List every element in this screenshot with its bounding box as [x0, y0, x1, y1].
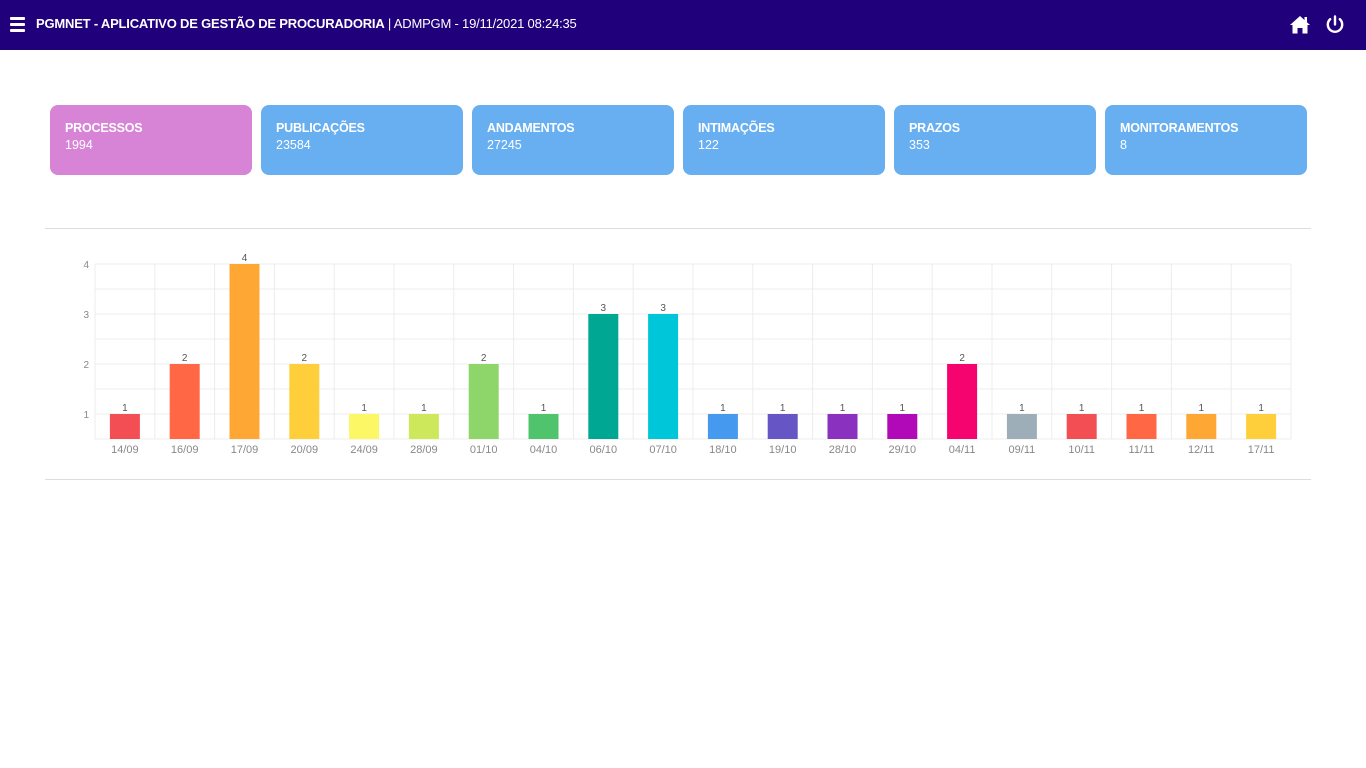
bar: [408, 414, 439, 439]
data-label: 1: [840, 403, 846, 414]
divider-bottom: [45, 479, 1311, 480]
data-label: 1: [720, 403, 726, 414]
card-processos[interactable]: PROCESSOS 1994: [50, 105, 252, 175]
data-label: 4: [242, 253, 248, 264]
x-tick-label: 12/11: [1188, 444, 1215, 456]
x-tick-label: 09/11: [1009, 444, 1036, 456]
card-value: 1994: [65, 138, 93, 152]
x-tick-label: 16/09: [171, 444, 199, 456]
power-icon[interactable]: [1324, 14, 1346, 36]
card-value: 122: [698, 138, 719, 152]
y-tick-label: 3: [83, 310, 89, 321]
x-tick-label: 11/11: [1129, 444, 1155, 456]
data-label: 1: [780, 403, 786, 414]
x-tick-label: 07/10: [649, 444, 677, 456]
x-tick-label: 06/10: [590, 444, 618, 456]
x-tick-label: 14/09: [111, 444, 139, 456]
data-label: 3: [601, 303, 607, 314]
data-label: 1: [1139, 403, 1145, 414]
hamburger-menu-icon[interactable]: [10, 17, 25, 32]
y-tick-label: 1: [83, 410, 89, 421]
bar: [767, 414, 798, 439]
bar: [707, 414, 738, 439]
data-label: 1: [421, 403, 427, 414]
card-monitoramentos[interactable]: MONITORAMENTOS 8: [1105, 105, 1307, 175]
bar: [1246, 414, 1277, 439]
data-label: 2: [182, 353, 188, 364]
bar: [169, 364, 200, 439]
card-label: PRAZOS: [909, 121, 960, 135]
x-tick-label: 01/10: [470, 444, 498, 456]
data-label: 1: [541, 403, 547, 414]
card-value: 8: [1120, 138, 1127, 152]
x-tick-label: 28/10: [829, 444, 857, 456]
bar: [468, 364, 499, 439]
bar: [289, 364, 320, 439]
data-label: 1: [122, 403, 128, 414]
x-tick-label: 18/10: [709, 444, 737, 456]
x-tick-label: 28/09: [410, 444, 438, 456]
x-tick-label: 10/11: [1068, 444, 1095, 456]
bar: [827, 414, 858, 439]
x-tick-label: 17/11: [1248, 444, 1275, 456]
card-value: 23584: [276, 138, 311, 152]
data-label: 2: [959, 353, 965, 364]
bar: [349, 414, 380, 439]
x-tick-label: 20/09: [291, 444, 319, 456]
x-tick-label: 19/10: [769, 444, 797, 456]
data-label: 2: [302, 353, 308, 364]
app-name: PGMNET - APLICATIVO DE GESTÃO DE PROCURA…: [36, 16, 385, 31]
bar: [1066, 414, 1097, 439]
x-tick-label: 04/10: [530, 444, 558, 456]
card-publicacoes[interactable]: PUBLICAÇÕES 23584: [261, 105, 463, 175]
x-tick-label: 04/11: [949, 444, 976, 456]
x-tick-label: 17/09: [231, 444, 259, 456]
bar: [947, 364, 978, 439]
bar: [1006, 414, 1037, 439]
data-label: 1: [1258, 403, 1264, 414]
card-value: 353: [909, 138, 930, 152]
data-label: 1: [361, 403, 367, 414]
card-label: MONITORAMENTOS: [1120, 121, 1239, 135]
bar: [887, 414, 918, 439]
app-title: PGMNET - APLICATIVO DE GESTÃO DE PROCURA…: [36, 16, 577, 31]
card-label: PUBLICAÇÕES: [276, 121, 365, 135]
summary-cards: PROCESSOS 1994 PUBLICAÇÕES 23584 ANDAMEN…: [50, 105, 1310, 175]
home-icon[interactable]: [1289, 14, 1311, 36]
bar-chart: 1 2 3 4 1 14/09 2 16/09 4 17/09 2 20/09 1 24/09 1 28/09…: [45, 240, 1311, 470]
data-label: 3: [660, 303, 666, 314]
card-andamentos[interactable]: ANDAMENTOS 27245: [472, 105, 674, 175]
bar: [588, 314, 619, 439]
bar: [648, 314, 679, 439]
y-tick-label: 4: [83, 260, 89, 271]
data-label: 1: [1019, 403, 1025, 414]
data-label: 1: [1199, 403, 1205, 414]
bar: [528, 414, 559, 439]
data-label: 1: [1079, 403, 1085, 414]
top-navbar: PGMNET - APLICATIVO DE GESTÃO DE PROCURA…: [0, 0, 1366, 50]
card-prazos[interactable]: PRAZOS 353: [894, 105, 1096, 175]
bar: [1126, 414, 1157, 439]
card-label: INTIMAÇÕES: [698, 121, 775, 135]
card-intimacoes[interactable]: INTIMAÇÕES 122: [683, 105, 885, 175]
y-tick-label: 2: [83, 360, 89, 371]
bar: [229, 264, 260, 439]
bar: [1186, 414, 1217, 439]
bar-chart-svg: 1 2 3 4 1 14/09 2 16/09 4 17/09 2 20/09 1 24/09 1 28/09…: [83, 253, 1292, 456]
divider-top: [45, 228, 1311, 229]
x-tick-label: 29/10: [889, 444, 917, 456]
data-label: 2: [481, 353, 487, 364]
user-session-info: | ADMPGM - 19/11/2021 08:24:35: [384, 16, 577, 31]
card-label: ANDAMENTOS: [487, 121, 575, 135]
bar: [109, 414, 140, 439]
data-label: 1: [900, 403, 906, 414]
card-label: PROCESSOS: [65, 121, 143, 135]
card-value: 27245: [487, 138, 522, 152]
x-tick-label: 24/09: [350, 444, 378, 456]
